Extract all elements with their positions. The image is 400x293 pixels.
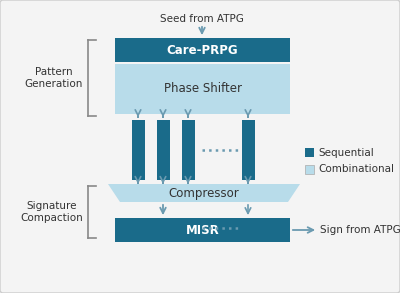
Text: Sequential: Sequential (318, 147, 374, 158)
Bar (132, 120, 144, 180)
Polygon shape (108, 184, 300, 202)
Bar (115, 64, 290, 114)
Text: Seed from ATPG: Seed from ATPG (160, 14, 244, 24)
Bar (182, 120, 194, 180)
Text: Signature
Compaction: Signature Compaction (20, 201, 83, 223)
Bar (115, 38, 290, 62)
Bar (305, 165, 314, 174)
Text: Sign from ATPG: Sign from ATPG (320, 225, 400, 235)
Text: Pattern
Generation: Pattern Generation (25, 67, 83, 89)
Text: Phase Shifter: Phase Shifter (164, 83, 242, 96)
Bar (242, 120, 254, 180)
Text: Compressor: Compressor (169, 187, 239, 200)
Bar (115, 218, 290, 242)
Bar (305, 148, 314, 157)
Text: MISR: MISR (186, 224, 219, 236)
Text: Combinational: Combinational (318, 164, 394, 175)
Bar (156, 120, 170, 180)
Text: Care-PRPG: Care-PRPG (167, 43, 238, 57)
